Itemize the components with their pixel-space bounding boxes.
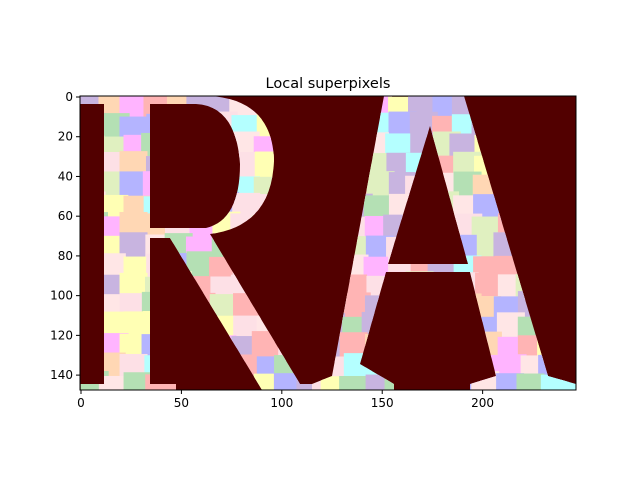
y-tick-label: 80 <box>58 249 73 263</box>
letter-a-superpixel <box>339 375 368 390</box>
y-axis: 0 20 40 60 80 100 120 140 <box>50 90 80 382</box>
letter-r-superpixel <box>123 372 152 390</box>
letter-r-superpixel <box>273 373 302 390</box>
x-tick-label: 100 <box>270 396 293 410</box>
x-axis: 0 50 100 150 200 <box>77 390 494 410</box>
y-tick-label: 120 <box>50 328 73 342</box>
x-tick-label: 0 <box>77 396 85 410</box>
y-tick-label: 140 <box>50 368 73 382</box>
letter-a-superpixel <box>516 373 545 390</box>
y-tick-label: 0 <box>65 90 73 104</box>
y-tick-label: 40 <box>58 169 73 183</box>
y-tick-label: 20 <box>58 130 73 144</box>
x-tick-label: 50 <box>174 396 189 410</box>
axes-frame <box>79 95 577 391</box>
y-tick-label: 60 <box>58 209 73 223</box>
x-tick-label: 150 <box>371 396 394 410</box>
letter-r-superpixel <box>98 375 127 390</box>
chart-title: Local superpixels <box>266 76 391 92</box>
x-tick-label: 200 <box>471 396 494 410</box>
y-tick-label: 100 <box>50 289 73 303</box>
